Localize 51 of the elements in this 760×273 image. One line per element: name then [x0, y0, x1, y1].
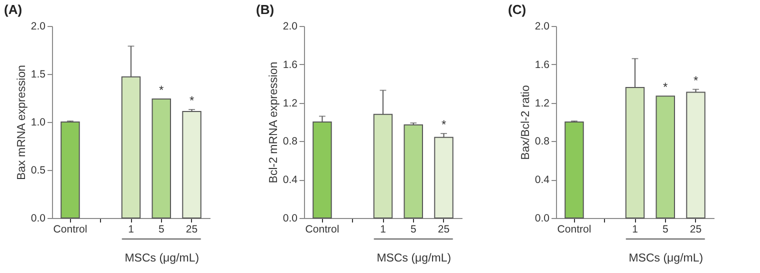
chart-title: (B) — [256, 2, 274, 17]
y-tick-label: 1.2 — [534, 97, 550, 110]
y-tick-label: 1.5 — [30, 68, 46, 80]
x-tick-label: 1 — [632, 224, 638, 236]
y-tick-label: 0.0 — [534, 212, 550, 224]
y-tick-label: 1.0 — [30, 116, 46, 128]
y-tick-label: 0.8 — [282, 136, 298, 148]
annotation: * — [693, 73, 698, 88]
y-tick-label: 2.0 — [534, 20, 550, 32]
y-axis-title: Bax mRNA expression — [16, 64, 28, 180]
y-tick-label: 0.4 — [282, 174, 298, 186]
x-tick-label: 25 — [438, 224, 450, 236]
y-tick-label: 2.0 — [282, 20, 298, 32]
y-tick-label: 0.5 — [30, 164, 46, 176]
x-tick-label: Control — [53, 224, 88, 236]
y-tick-label: 0.0 — [30, 212, 46, 224]
x-tick-label: 1 — [380, 224, 386, 236]
x-tick-label: 5 — [410, 224, 416, 236]
y-tick-label: 0.4 — [534, 174, 550, 186]
annotation: * — [159, 82, 164, 97]
x-axis-title: MSCs (μg/mL) — [376, 252, 452, 264]
bar — [182, 110, 202, 218]
chart-title: (A) — [4, 2, 22, 17]
x-tick-label: 5 — [158, 224, 164, 236]
chart-title: (C) — [508, 2, 526, 17]
bar — [656, 96, 675, 218]
bar — [564, 122, 584, 218]
bar — [434, 136, 454, 218]
x-axis-title: MSCs (μg/mL) — [628, 252, 704, 264]
bar — [404, 124, 423, 218]
x-tick-label: 5 — [662, 224, 668, 236]
x-tick-label: 25 — [690, 224, 702, 236]
bar — [152, 98, 171, 218]
y-tick-label: 0.0 — [282, 212, 298, 224]
y-tick-label: 0.8 — [534, 136, 550, 148]
annotation: * — [663, 80, 668, 94]
y-tick-label: 1.6 — [282, 58, 298, 71]
y-tick-label: 1.6 — [534, 58, 550, 71]
y-axis-title: Bcl-2 mRNA expression — [268, 62, 280, 184]
bar — [60, 122, 80, 218]
y-tick-label: 2.0 — [30, 20, 46, 32]
annotation: * — [441, 118, 446, 132]
x-axis-title: MSCs (μg/mL) — [124, 252, 200, 264]
x-tick-label: Control — [557, 224, 592, 236]
annotation: * — [189, 94, 194, 108]
x-tick-label: 25 — [186, 224, 198, 236]
x-tick-label: 1 — [128, 224, 134, 236]
y-tick-label: 1.2 — [282, 97, 298, 110]
x-tick-label: Control — [305, 224, 340, 236]
bar — [686, 92, 706, 218]
y-axis-title: Bax/Bcl-2 ratio — [520, 85, 532, 160]
